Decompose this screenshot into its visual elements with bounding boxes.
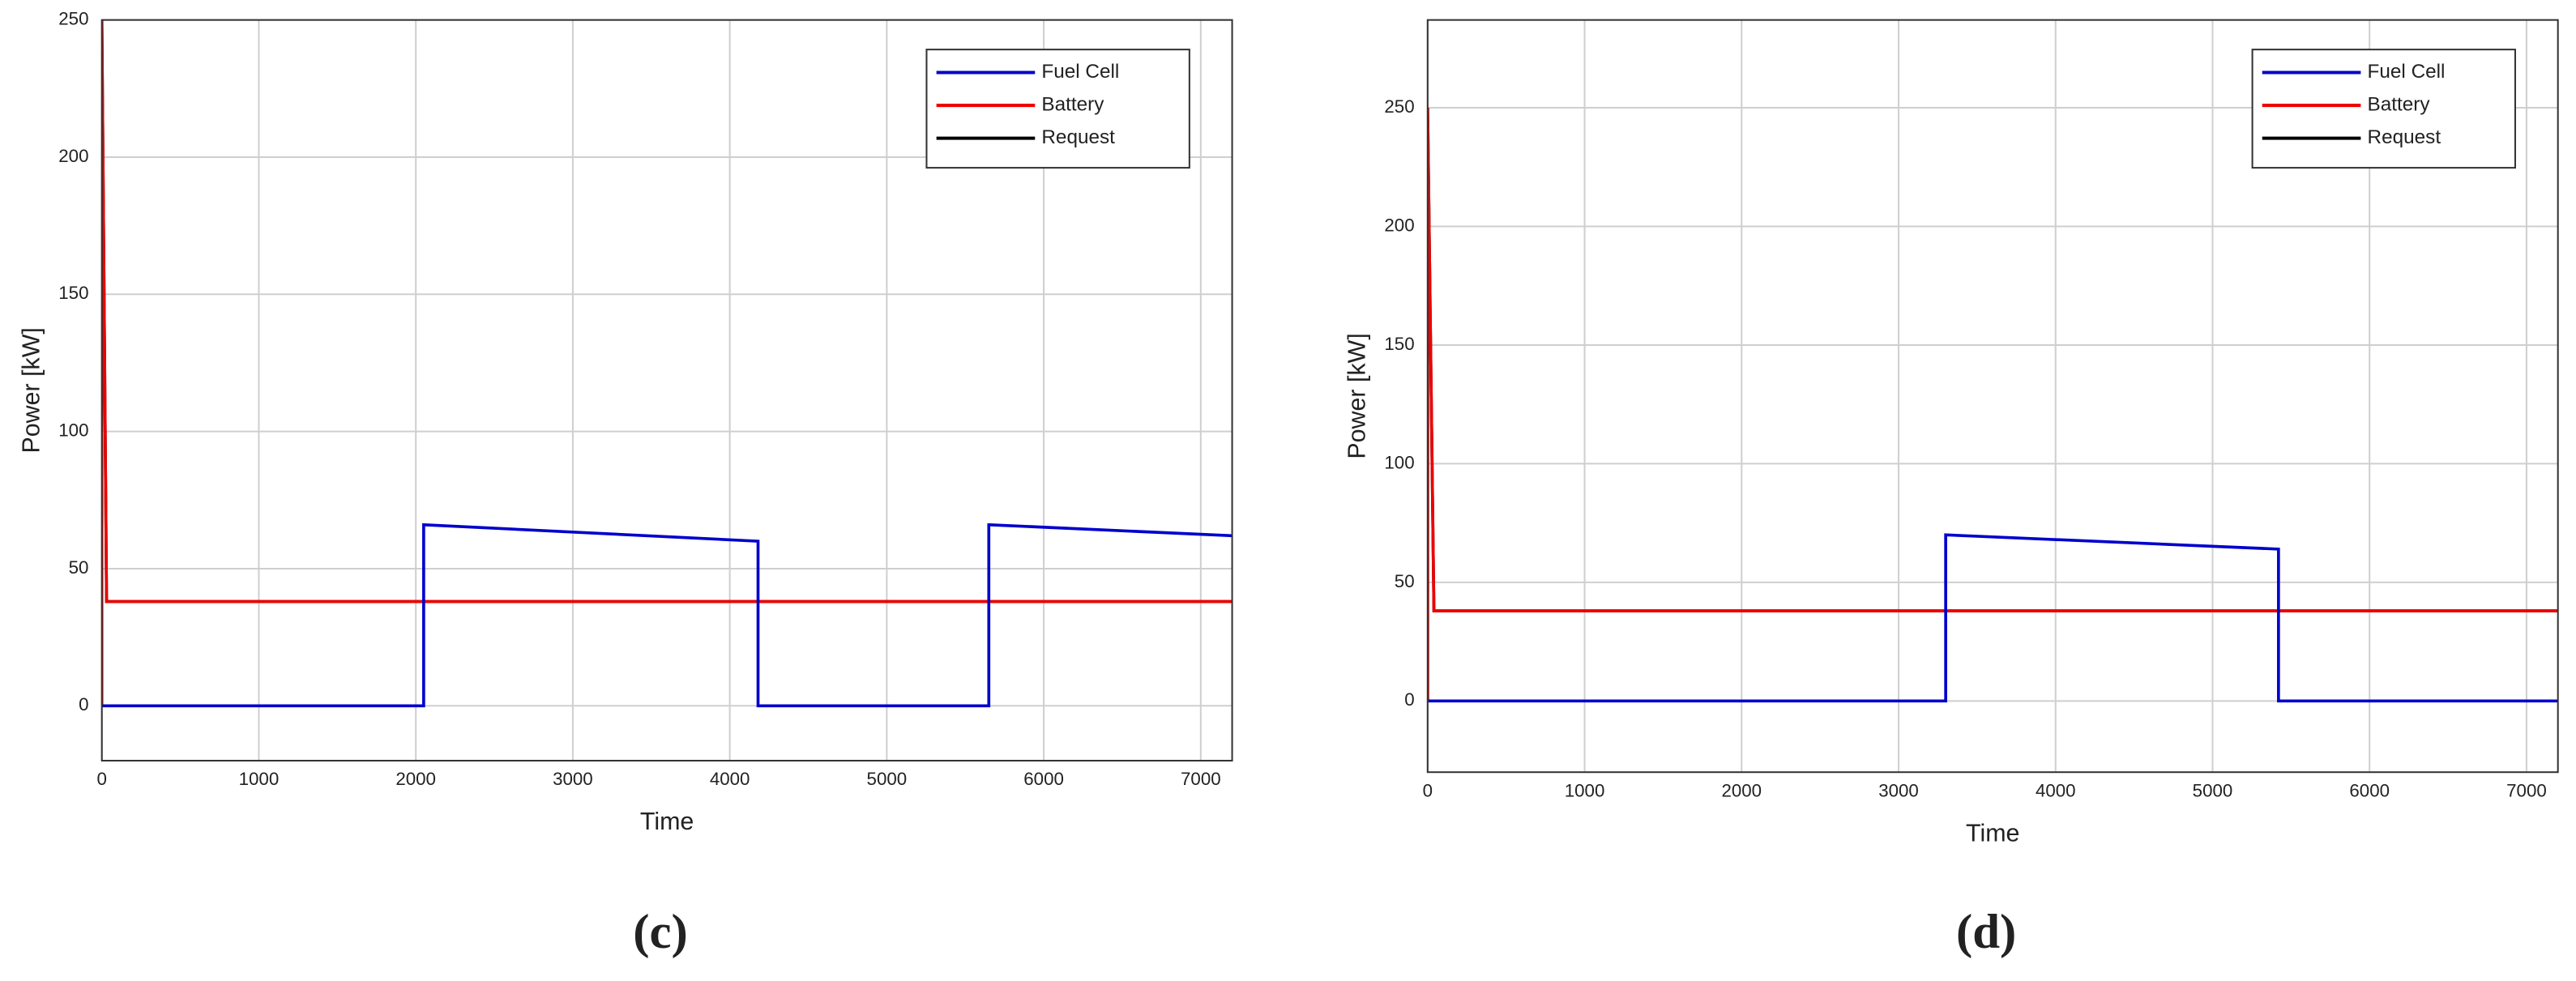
- caption: (d): [1956, 905, 2016, 959]
- legend-box: [2251, 49, 2516, 169]
- y-axis-label: Power [kW]: [18, 327, 45, 453]
- x-tick-label: 0: [1423, 780, 1433, 800]
- legend-label: Request: [2368, 126, 2441, 148]
- x-tick-label: 3000: [553, 769, 593, 789]
- x-tick-label: 0: [96, 769, 106, 789]
- x-tick-label: 2000: [1721, 780, 1762, 800]
- y-tick-label: 0: [1404, 689, 1414, 710]
- legend-label: Fuel Cell: [1041, 61, 1119, 83]
- y-tick-label: 0: [79, 694, 88, 714]
- x-tick-label: 5000: [2193, 780, 2233, 800]
- legend-label: Battery: [2368, 93, 2431, 115]
- x-tick-label: 6000: [1023, 769, 1064, 789]
- y-tick-label: 250: [1384, 96, 1414, 117]
- series-line: [101, 19, 1232, 706]
- y-axis-label: Power [kW]: [1344, 333, 1371, 459]
- y-tick-label: 200: [58, 146, 88, 166]
- y-tick-label: 150: [1384, 334, 1414, 354]
- chart: 0 1000 2000 3000 4000 5000 6000 7000 0 50 100 150 20…: [1344, 19, 2559, 959]
- x-axis-label: Time: [640, 808, 694, 835]
- x-tick-label: 6000: [2349, 780, 2390, 800]
- y-tick-label: 100: [58, 420, 88, 441]
- plot-frame: [1426, 19, 2559, 774]
- caption: (c): [633, 905, 688, 959]
- x-tick-label: 1000: [239, 769, 280, 789]
- y-tick-label: 200: [1384, 215, 1414, 235]
- series-line: [1427, 108, 2558, 702]
- legend-box: [925, 49, 1190, 169]
- x-tick-label: 7000: [1181, 769, 1221, 789]
- x-tick-label: 7000: [2506, 780, 2547, 800]
- x-tick-label: 4000: [2036, 780, 2076, 800]
- y-tick-label: 50: [69, 557, 89, 578]
- x-axis-label: Time: [1966, 819, 2019, 847]
- y-tick-label: 250: [58, 9, 88, 29]
- x-tick-label: 5000: [867, 769, 908, 789]
- series-line: [1427, 533, 2558, 703]
- series-line: [101, 522, 1232, 708]
- x-tick-label: 1000: [1565, 780, 1605, 800]
- x-tick-label: 3000: [1878, 780, 1919, 800]
- y-tick-label: 100: [1384, 452, 1414, 472]
- x-tick-label: 4000: [710, 769, 750, 789]
- legend-label: Battery: [1041, 93, 1104, 115]
- plot-frame: [100, 19, 1233, 762]
- chart: 0 1000 2000 3000 4000 5000 6000 7000 0 50 100 150 20…: [18, 9, 1233, 959]
- legend-label: Request: [1041, 126, 1115, 148]
- y-tick-label: 50: [1395, 571, 1415, 591]
- legend-label: Fuel Cell: [2368, 61, 2446, 83]
- y-tick-label: 150: [58, 283, 88, 303]
- x-tick-label: 2000: [395, 769, 436, 789]
